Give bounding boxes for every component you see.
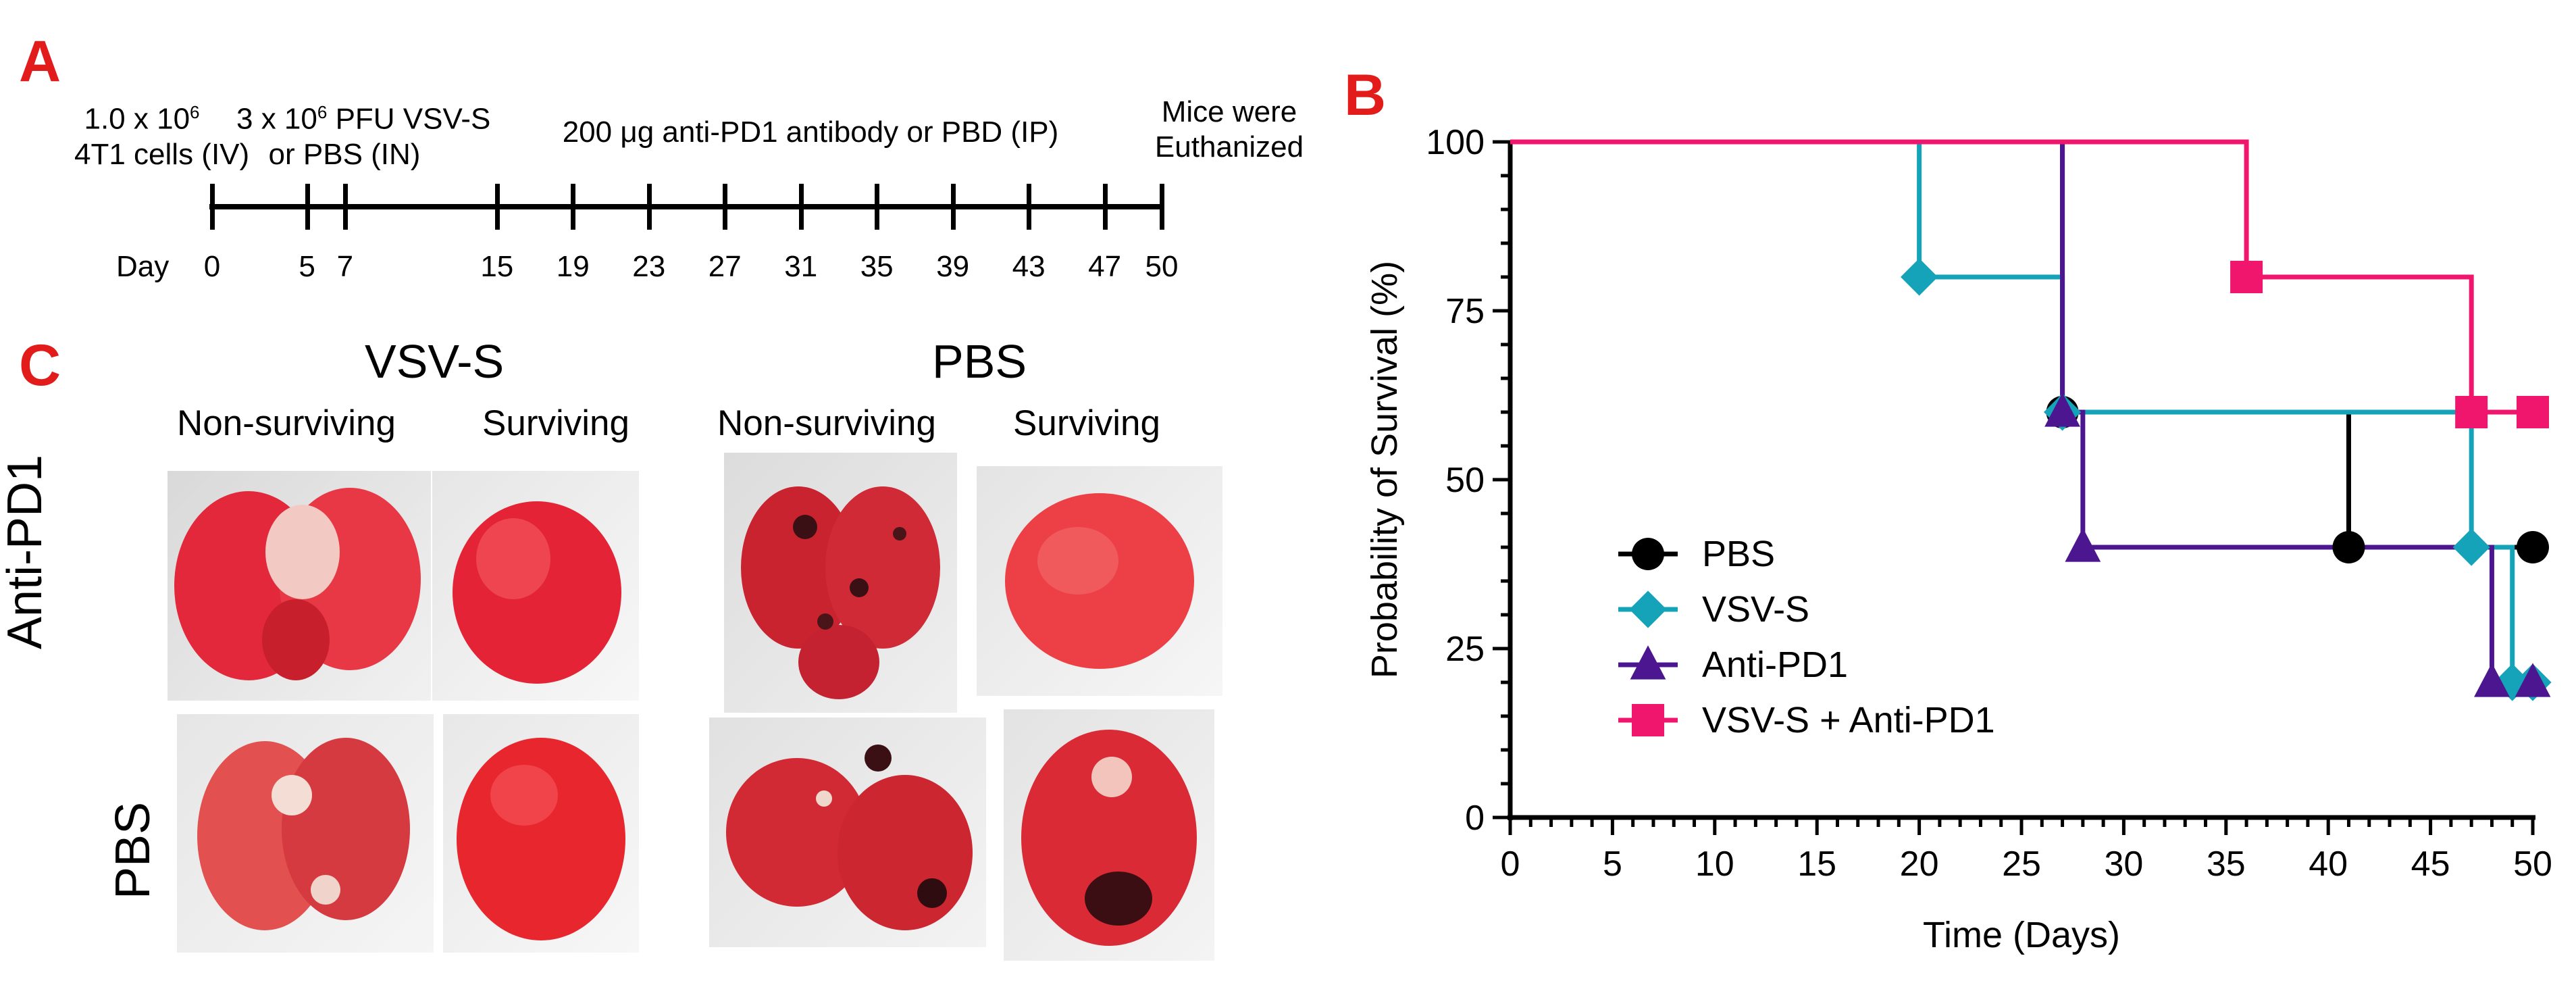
data-point [2455,396,2488,428]
timeline-day-value: 31 [784,250,818,283]
timeline-tick [494,184,500,230]
timeline-day-value: 7 [336,250,354,283]
timeline-tick [342,184,348,230]
data-point [2452,528,2490,566]
data-point [2044,393,2080,427]
timeline-tick [210,184,215,230]
lung-photo-pbs-antipd1-surviving [977,466,1222,696]
data-point [2065,528,2101,562]
col-label-pbs-nonsurviving: Non-surviving [717,403,937,443]
legend-marker [1630,645,1666,680]
chart-legend: PBS VSV-S Anti-PD1 VSV-S + Anti-PD1 [1618,534,1995,740]
photo-group-vsv: VSV-S [365,335,505,388]
row-label-antipd1: Anti-PD1 [0,454,52,649]
data-point [2332,531,2365,563]
series-line-0 [1510,139,2533,550]
x-tick-label: 50 [2513,845,2552,884]
x-tick-label: 30 [2104,845,2143,884]
data-point [2517,531,2549,563]
y-axis-label: Probability of Survival (%) [1364,261,1405,678]
series-markers [1901,258,2552,701]
panel-b-label: B [1344,63,1387,128]
y-tick-label: 75 [1445,292,1485,331]
legend-label: VSV-S + Anti-PD1 [1702,700,1995,740]
timeline-tick [1027,184,1032,230]
timeline-day-value: 35 [860,250,894,283]
x-tick-label: 40 [2309,845,2348,884]
lung-photo-pbs-pbs-nonsurviving [709,717,986,947]
timeline-axis [209,204,1164,209]
timeline-event-cells: 1.0 x 106 4T1 cells (IV) [74,102,250,171]
x-tick-label: 35 [2207,845,2246,884]
timeline-day-value: 27 [708,250,742,283]
timeline-day-label: Day [116,250,170,283]
series-line-2 [1510,139,2533,685]
y-tick-label: 100 [1426,123,1485,162]
lung-photo-vsv-pbs-nonsurviving [177,714,434,953]
timeline-day-value: 15 [480,250,514,283]
timeline-tick [305,184,310,230]
legend-label: VSV-S [1702,589,1809,630]
series-lines [1510,139,2533,685]
legend-label: PBS [1702,534,1775,574]
timeline-event-virus: 3 x 106 PFU VSV-S or PBS (IN) [236,102,491,171]
x-tick-label: 15 [1797,845,1836,884]
col-label-vsv-nonsurviving: Non-surviving [177,403,396,443]
timeline-tick [798,184,804,230]
data-point [2474,663,2510,697]
lung-photo-pbs-pbs-surviving [1004,709,1214,961]
timeline-day-value: 23 [632,250,666,283]
legend-marker [1632,538,1664,570]
col-label-vsv-surviving: Surviving [482,403,629,443]
timeline-tick [1102,184,1108,230]
data-point [2517,396,2549,428]
x-tick-label: 45 [2411,845,2450,884]
data-point [2230,261,2263,293]
timeline-day-value: 43 [1012,250,1046,283]
timeline-day-value: 47 [1088,250,1122,283]
timeline-tick [646,184,652,230]
timeline-day-value: 19 [556,250,590,283]
x-axis-label: Time (Days) [1923,915,2120,955]
row-label-pbs: PBS [106,801,160,899]
x-tick-label: 10 [1695,845,1734,884]
timeline-day-value: 39 [936,250,970,283]
lung-photo-pbs-antipd1-nonsurviving [724,453,957,713]
series-line-1 [1510,139,2533,685]
panel-a-label: A [19,29,61,94]
timeline-day-value: 0 [203,250,221,283]
x-tick-label: 5 [1603,845,1622,884]
lung-photo-vsv-antipd1-surviving [432,471,639,701]
legend-marker [1632,704,1664,736]
y-tick-label: 25 [1445,630,1485,669]
legend-marker [1629,590,1667,628]
chart-axes: 0 25 50 75 100 0 5 10 15 20 25 30 35 40 45 50 [1426,123,2552,884]
survival-chart: Probability of Survival (%) Time (Days) … [1364,123,2552,955]
lung-photo-vsv-pbs-surviving [443,714,639,953]
timeline-tick [950,184,956,230]
timeline-day-value: 5 [299,250,315,283]
x-tick-label: 25 [2002,845,2041,884]
timeline-tick [723,184,728,230]
timeline-tick [875,184,880,230]
legend-label: Anti-PD1 [1702,645,1848,685]
data-point [1901,258,1938,296]
x-tick-label: 20 [1900,845,1939,884]
data-point [2515,663,2551,697]
lung-photo-vsv-antipd1-nonsurviving [168,471,431,701]
col-label-pbs-surviving: Surviving [1013,403,1160,443]
x-tick-label: 0 [1501,845,1520,884]
panel-c-label: C [19,333,61,398]
photo-group-pbs: PBS [932,335,1027,388]
timeline-day-value: 50 [1145,250,1179,283]
timeline-tick [1160,184,1164,230]
y-tick-label: 50 [1445,461,1485,500]
y-tick-label: 0 [1465,799,1485,838]
timeline-event-euthanized: Mice were Euthanized [1154,95,1304,163]
timeline-tick [571,184,576,230]
timeline-event-antibody: 200 μg anti-PD1 antibody or PBD (IP) [562,116,1059,149]
